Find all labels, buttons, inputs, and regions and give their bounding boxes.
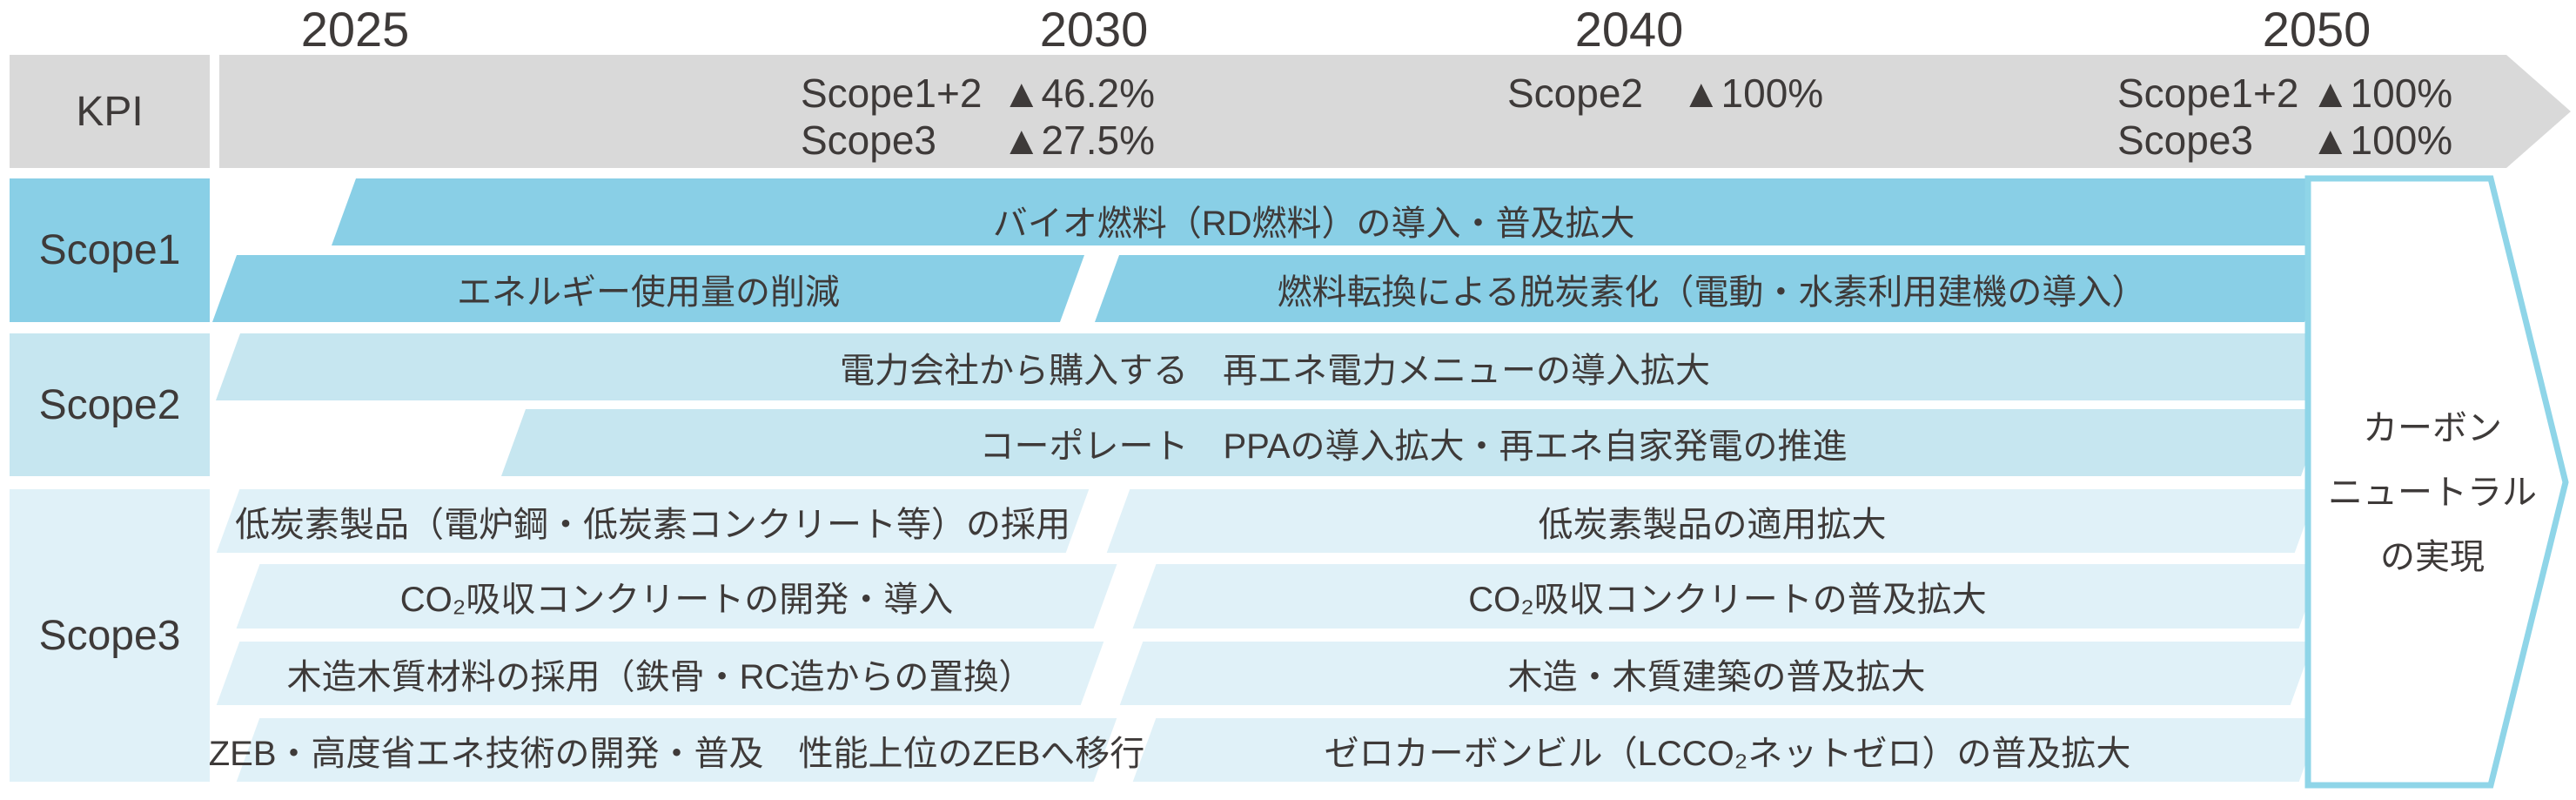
kpi-scope-name: Scope3 [801,118,937,163]
bar-label: ゼロカーボンビル（LCCO₂ネットゼロ）の普及拡大 [1324,734,2131,773]
kpi-scope-name: Scope2 [1507,71,1644,116]
kpi-target-value: ▲27.5% [1002,118,1155,163]
bar-scope3-wood-adopt: 木造木質材料の採用（鉄骨・RC造からの置換） [228,642,1092,705]
kpi-target-2040: Scope2 ▲100% [1507,70,1823,117]
bar-scope3-lowcarbon-adopt: 低炭素製品（電炉鋼・低炭素コンクリート等）の採用 [228,489,1077,553]
scope2-row-label: Scope2 [10,333,210,476]
bar-label: コーポレート PPAの導入拡大・再エネ自家発電の推進 [979,427,1848,466]
bar-label: 木造・木質建築の普及拡大 [1507,657,1926,696]
goal-shape [2304,175,2569,789]
bar-scope2-corporate-ppa: コーポレート PPAの導入拡大・再エネ自家発電の推進 [513,409,2313,476]
bar-scope1-fuel: バイオ燃料（RD燃料）の導入・普及拡大 合成燃料の導入 [344,178,2325,245]
bar-scope1-fuel-conversion: 燃料転換による脱炭素化（電動・水素利用建機の導入） [1107,255,2317,322]
kpi-target-value: ▲100% [2311,71,2453,116]
kpi-target-value: ▲100% [2311,118,2453,163]
bar-label: CO₂吸収コンクリートの開発・導入 [399,581,954,619]
bar-scope3-zeb-dev: ZEB・高度省エネ技術の開発・普及 性能上位のZEBへ移行 [209,718,1145,782]
year-label-2025: 2025 [300,2,410,57]
goal-pentagon-icon [2304,175,2569,789]
kpi-target-value: ▲100% [1681,71,1824,116]
year-label-2030: 2030 [1039,2,1149,57]
bar-scope3-zerocarbon-bill: ゼロカーボンビル（LCCO₂ネットゼロ）の普及拡大 [1144,718,2311,782]
kpi-scope-name: Scope3 [2117,118,2254,163]
bar-label: エネルギー使用量の削減 [457,272,840,312]
bar-scope3-wood-expand: 木造・木質建築の普及拡大 [1131,642,2302,705]
year-label-2050: 2050 [2262,2,2371,57]
goal-text: カーボン ニュートラル の実現 [2308,396,2557,589]
bar-scope1-energy-reduction: エネルギー使用量の削減 [225,255,1072,322]
bar-label: バイオ燃料（RD燃料）の導入・普及拡大 [992,205,1635,243]
kpi-timeline-band [219,55,2506,168]
bar-scope3-co2-concrete-expand: CO₂吸収コンクリートの普及拡大 [1144,564,2311,629]
scope1-row-label: Scope1 [10,178,210,322]
kpi-target-2030: Scope1+2 ▲46.2% Scope3 ▲27.5% [801,70,1155,164]
bar-label: 低炭素製品の適用拡大 [1538,505,1887,544]
bar-scope3-co2-concrete-dev: CO₂吸収コンクリートの開発・導入 [248,564,1105,629]
bar-scope2-renewable-menu: 電力会社から購入する 再エネ電力メニューの導入拡大 [228,333,2322,400]
goal-line: の実現 [2380,538,2485,576]
scope3-row-label: Scope3 [10,489,210,782]
kpi-target-2050: Scope1+2 ▲100% Scope3 ▲100% [2117,70,2452,164]
bar-scope3-lowcarbon-expand: 低炭素製品の適用拡大 [1118,489,2306,553]
bar-label: ZEB・高度省エネ技術の開発・普及 性能上位のZEBへ移行 [208,734,1145,773]
bar-label: 燃料転換による脱炭素化（電動・水素利用建機の導入） [1277,272,2147,312]
goal-line: カーボン [2363,409,2502,447]
kpi-band-arrowhead-icon [2506,55,2571,168]
kpi-row-label: KPI [10,55,210,168]
year-label-2040: 2040 [1574,2,1684,57]
kpi-target-value: ▲46.2% [1002,71,1155,116]
bar-label: 低炭素製品（電炉鋼・低炭素コンクリート等）の採用 [235,505,1070,544]
bar-label: CO₂吸収コンクリートの普及拡大 [1468,581,1987,619]
kpi-scope-name: Scope1+2 [2117,71,2299,116]
bar-label: 木造木質材料の採用（鉄骨・RC造からの置換） [286,657,1034,696]
kpi-scope-name: Scope1+2 [801,71,983,116]
bar-label: 電力会社から購入する 再エネ電力メニューの導入拡大 [840,351,1710,390]
goal-line: ニュートラル [2328,474,2537,512]
